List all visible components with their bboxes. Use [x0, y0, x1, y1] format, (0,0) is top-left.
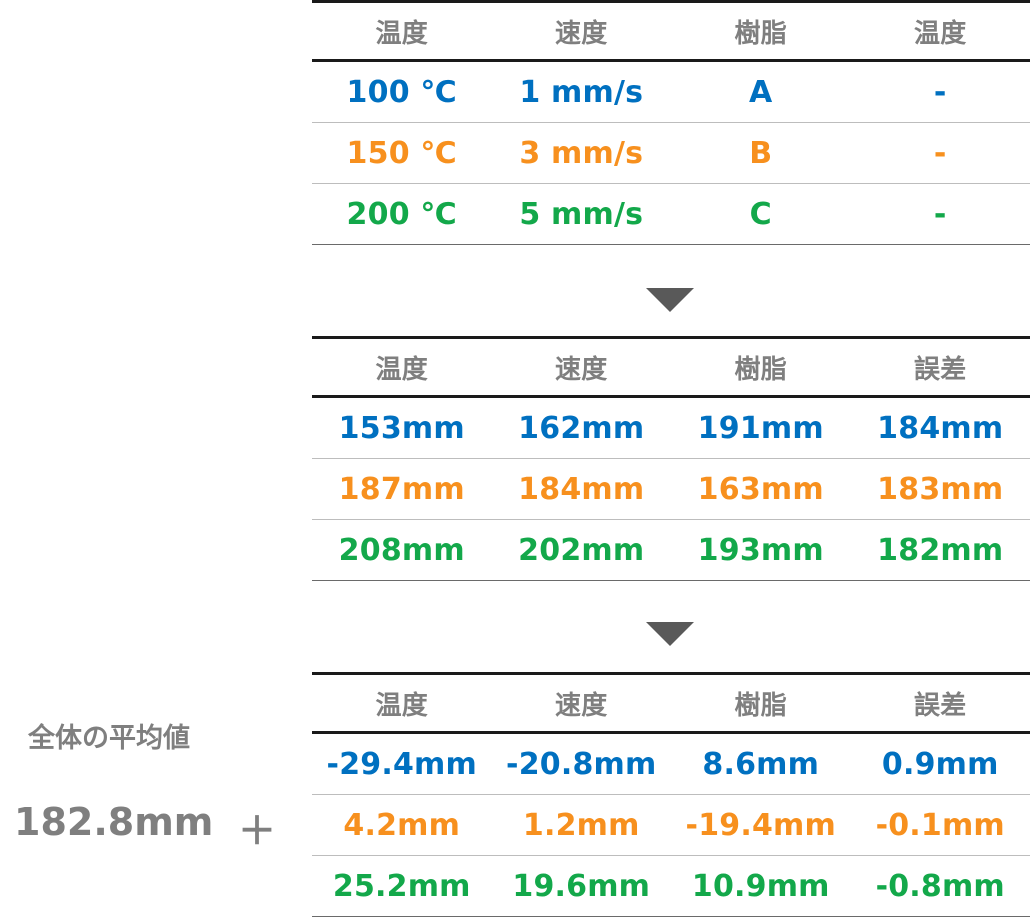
- table-cell: 1 mm/s: [519, 74, 644, 110]
- header-cell: 温度: [375, 690, 428, 721]
- header-cell: 温度: [375, 354, 428, 385]
- table-cell: 184mm: [518, 471, 645, 507]
- header-cell: 速度: [555, 18, 608, 49]
- down-arrow-icon: [646, 622, 694, 646]
- header-cell: 樹脂: [734, 354, 787, 385]
- conditions-table: 温度 速度 樹脂 温度 100 ℃ 1 mm/s A - 150 ℃ 3 mm/…: [312, 0, 1030, 245]
- table-cell: 100 ℃: [346, 74, 457, 110]
- measurement-table-header: 温度 速度 樹脂 誤差: [312, 336, 1030, 398]
- table-cell: 4.2mm: [343, 807, 461, 843]
- table-cell: 10.9mm: [691, 868, 830, 904]
- header-cell: 温度: [375, 18, 428, 49]
- table-row: 150 ℃ 3 mm/s B -: [312, 123, 1030, 184]
- table-cell: 163mm: [697, 471, 824, 507]
- table-cell: -: [933, 196, 947, 232]
- table-row: 187mm 184mm 163mm 183mm: [312, 459, 1030, 520]
- table-cell: 162mm: [518, 410, 645, 446]
- table-row: 153mm 162mm 191mm 184mm: [312, 398, 1030, 459]
- table-row: 100 ℃ 1 mm/s A -: [312, 62, 1030, 123]
- deviation-table-header: 温度 速度 樹脂 誤差: [312, 672, 1030, 734]
- table-row: 25.2mm 19.6mm 10.9mm -0.8mm: [312, 856, 1030, 917]
- table-row: 208mm 202mm 193mm 182mm: [312, 520, 1030, 581]
- header-cell: 速度: [555, 354, 608, 385]
- deviation-table: 温度 速度 樹脂 誤差 -29.4mm -20.8mm 8.6mm 0.9mm …: [312, 672, 1030, 917]
- table-cell: C: [749, 196, 772, 232]
- table-cell: -: [933, 135, 947, 171]
- table-row: -29.4mm -20.8mm 8.6mm 0.9mm: [312, 734, 1030, 795]
- table-cell: 187mm: [338, 471, 465, 507]
- table-cell: B: [749, 135, 773, 171]
- table-cell: 182mm: [877, 532, 1004, 568]
- table-cell: 1.2mm: [522, 807, 640, 843]
- table-cell: 19.6mm: [512, 868, 651, 904]
- header-cell: 樹脂: [734, 690, 787, 721]
- table-cell: 208mm: [338, 532, 465, 568]
- table-cell: -19.4mm: [685, 807, 836, 843]
- header-cell: 温度: [914, 18, 967, 49]
- table-cell: 184mm: [877, 410, 1004, 446]
- table-cell: 191mm: [697, 410, 824, 446]
- table-cell: -0.1mm: [875, 807, 1005, 843]
- table-cell: -: [933, 74, 947, 110]
- header-cell: 速度: [555, 690, 608, 721]
- table-cell: -29.4mm: [326, 746, 477, 782]
- conditions-table-header: 温度 速度 樹脂 温度: [312, 0, 1030, 62]
- table-cell: 193mm: [697, 532, 824, 568]
- header-cell: 誤差: [914, 690, 967, 721]
- table-cell: 200 ℃: [346, 196, 457, 232]
- table-cell: -0.8mm: [875, 868, 1005, 904]
- table-cell: 8.6mm: [702, 746, 820, 782]
- table-cell: 153mm: [338, 410, 465, 446]
- table-row: 200 ℃ 5 mm/s C -: [312, 184, 1030, 245]
- measurement-table: 温度 速度 樹脂 誤差 153mm 162mm 191mm 184mm 187m…: [312, 336, 1030, 581]
- table-cell: 183mm: [877, 471, 1004, 507]
- table-row: 4.2mm 1.2mm -19.4mm -0.1mm: [312, 795, 1030, 856]
- table-cell: 25.2mm: [332, 868, 471, 904]
- header-cell: 樹脂: [734, 18, 787, 49]
- overall-average-value: 182.8mm: [14, 800, 214, 844]
- table-cell: 5 mm/s: [519, 196, 644, 232]
- plus-sign: ＋: [238, 809, 277, 853]
- table-cell: A: [749, 74, 773, 110]
- overall-average-label: 全体の平均値: [28, 723, 190, 754]
- table-cell: 0.9mm: [881, 746, 999, 782]
- down-arrow-icon: [646, 288, 694, 312]
- header-cell: 誤差: [914, 354, 967, 385]
- table-cell: 202mm: [518, 532, 645, 568]
- table-cell: 150 ℃: [346, 135, 457, 171]
- table-cell: 3 mm/s: [519, 135, 644, 171]
- table-cell: -20.8mm: [506, 746, 657, 782]
